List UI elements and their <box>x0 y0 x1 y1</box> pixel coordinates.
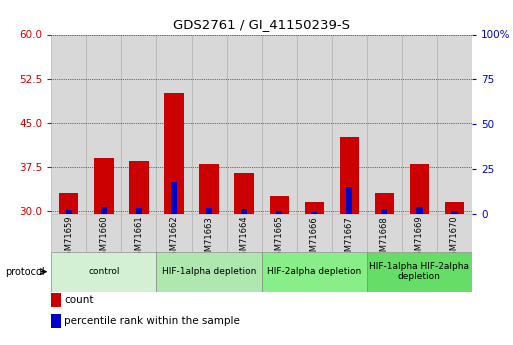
Bar <box>367 34 402 214</box>
Bar <box>340 137 359 214</box>
Bar <box>332 34 367 214</box>
Bar <box>437 34 472 214</box>
Bar <box>94 158 113 214</box>
Bar <box>200 164 219 214</box>
Text: protocol: protocol <box>5 267 45 277</box>
Text: GSM71669: GSM71669 <box>415 216 424 262</box>
Bar <box>86 214 122 252</box>
Bar <box>51 34 86 214</box>
Bar <box>262 214 297 252</box>
Bar <box>367 214 402 252</box>
Bar <box>381 208 387 214</box>
Bar <box>410 164 429 214</box>
Text: GSM71665: GSM71665 <box>274 216 284 262</box>
Bar <box>451 211 458 214</box>
Text: GSM71661: GSM71661 <box>134 216 144 262</box>
Bar <box>276 211 282 214</box>
Text: HIF-2alpha depletion: HIF-2alpha depletion <box>267 267 361 276</box>
Bar <box>437 214 472 252</box>
Text: percentile rank within the sample: percentile rank within the sample <box>64 316 240 326</box>
Bar <box>367 252 472 292</box>
Text: GSM71666: GSM71666 <box>310 216 319 262</box>
Bar <box>311 212 318 214</box>
Bar <box>227 34 262 214</box>
Bar <box>156 214 191 252</box>
Bar <box>416 207 423 214</box>
Text: GSM71668: GSM71668 <box>380 216 389 262</box>
Bar <box>206 208 212 214</box>
Bar <box>234 173 254 214</box>
Bar <box>332 214 367 252</box>
Bar <box>374 193 394 214</box>
Bar <box>51 252 156 292</box>
Bar <box>101 207 107 214</box>
Bar <box>262 34 297 214</box>
Bar <box>171 181 177 214</box>
Bar <box>297 214 332 252</box>
Bar <box>227 214 262 252</box>
Bar <box>262 252 367 292</box>
Bar <box>122 214 156 252</box>
Text: GSM71664: GSM71664 <box>240 216 249 262</box>
Bar <box>59 193 78 214</box>
Bar <box>51 214 86 252</box>
Bar <box>66 210 72 214</box>
Bar <box>297 34 332 214</box>
Bar <box>129 161 149 214</box>
Bar <box>86 34 122 214</box>
Text: GSM71662: GSM71662 <box>169 216 179 262</box>
Bar <box>191 34 227 214</box>
Text: GSM71663: GSM71663 <box>205 216 213 262</box>
Bar <box>241 208 247 214</box>
Text: count: count <box>64 295 94 305</box>
Text: control: control <box>88 267 120 276</box>
Bar <box>156 252 262 292</box>
Bar <box>136 208 142 214</box>
Bar <box>156 34 191 214</box>
Bar <box>402 34 437 214</box>
Bar <box>269 196 289 214</box>
Bar <box>191 214 227 252</box>
Text: GSM71659: GSM71659 <box>64 216 73 261</box>
Bar <box>402 214 437 252</box>
Text: GSM71670: GSM71670 <box>450 216 459 262</box>
Bar <box>305 202 324 214</box>
Text: GSM71667: GSM71667 <box>345 216 354 262</box>
Text: HIF-1alpha HIF-2alpha
depletion: HIF-1alpha HIF-2alpha depletion <box>369 262 469 282</box>
Title: GDS2761 / GI_41150239-S: GDS2761 / GI_41150239-S <box>173 18 350 31</box>
Text: HIF-1alpha depletion: HIF-1alpha depletion <box>162 267 256 276</box>
Text: GSM71660: GSM71660 <box>100 216 108 262</box>
Bar <box>346 187 352 214</box>
Bar <box>445 202 464 214</box>
Bar <box>164 93 184 214</box>
Bar <box>122 34 156 214</box>
